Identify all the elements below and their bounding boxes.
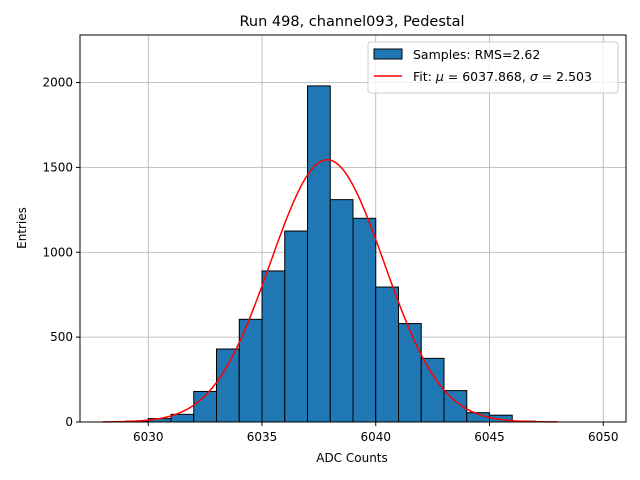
y-tick-label: 1000 <box>42 245 73 259</box>
legend-fit-sigma-value: = 2.503 <box>538 69 592 84</box>
x-tick-label: 6045 <box>474 430 505 444</box>
x-axis-label: ADC Counts <box>316 451 388 465</box>
histogram-bar <box>375 286 399 423</box>
histogram-bar <box>398 323 422 423</box>
histogram-bar <box>216 348 240 423</box>
histogram-bar <box>284 230 308 423</box>
x-tick-label: 6030 <box>133 430 164 444</box>
legend-box <box>367 41 619 94</box>
legend-fit-mu-value: = 6037.868, <box>444 69 530 84</box>
y-axis-label: Entries <box>15 207 29 249</box>
x-axis-ticks: 6030 6035 6040 6045 6050 <box>133 422 619 444</box>
axes-frame <box>79 34 627 423</box>
fit-curve <box>102 159 558 423</box>
chart-title: Run 498, channel093, Pedestal <box>239 14 464 30</box>
legend-fit-prefix: Fit: <box>413 69 436 84</box>
y-axis-ticks: 0 500 1000 1500 2000 <box>42 76 80 429</box>
histogram-bar <box>329 199 354 423</box>
y-tick-label: 2000 <box>42 76 73 90</box>
legend-samples-label: Samples: RMS=2.62 <box>413 47 540 62</box>
legend-fit-mu-symbol: μ <box>435 69 444 84</box>
x-tick-label: 6050 <box>588 430 619 444</box>
x-tick-label: 6040 <box>360 430 391 444</box>
histogram-bar <box>307 85 331 423</box>
histogram-bar <box>420 357 445 423</box>
y-tick-label: 0 <box>65 415 73 429</box>
histogram-bar <box>261 270 286 423</box>
legend: Samples: RMS=2.62 Fit: μ = 6037.868, σ =… <box>367 41 619 94</box>
legend-samples-swatch <box>373 48 403 60</box>
histogram-bar <box>352 217 377 423</box>
y-tick-label: 1500 <box>42 160 73 174</box>
x-tick-label: 6035 <box>247 430 278 444</box>
legend-fit-label: Fit: μ = 6037.868, σ = 2.503 <box>413 69 592 84</box>
legend-fit-sigma-symbol: σ <box>530 69 539 84</box>
y-tick-label: 500 <box>50 330 73 344</box>
